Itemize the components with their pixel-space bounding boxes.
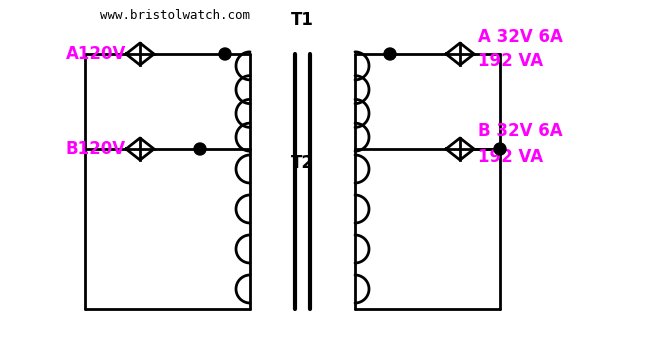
Text: A120V: A120V — [65, 45, 126, 63]
Circle shape — [494, 143, 506, 155]
Text: T1: T1 — [291, 11, 314, 29]
Polygon shape — [126, 43, 154, 65]
Polygon shape — [446, 43, 474, 65]
Text: A 32V 6A
192 VA: A 32V 6A 192 VA — [478, 28, 563, 70]
Circle shape — [384, 48, 396, 60]
Text: www.bristolwatch.com: www.bristolwatch.com — [100, 9, 250, 22]
Polygon shape — [446, 138, 474, 160]
Text: B120V: B120V — [66, 140, 126, 158]
Text: B 32V 6A
192 VA: B 32V 6A 192 VA — [478, 122, 562, 165]
Polygon shape — [126, 138, 154, 160]
Text: T2: T2 — [291, 154, 314, 172]
Circle shape — [194, 143, 206, 155]
Circle shape — [219, 48, 231, 60]
